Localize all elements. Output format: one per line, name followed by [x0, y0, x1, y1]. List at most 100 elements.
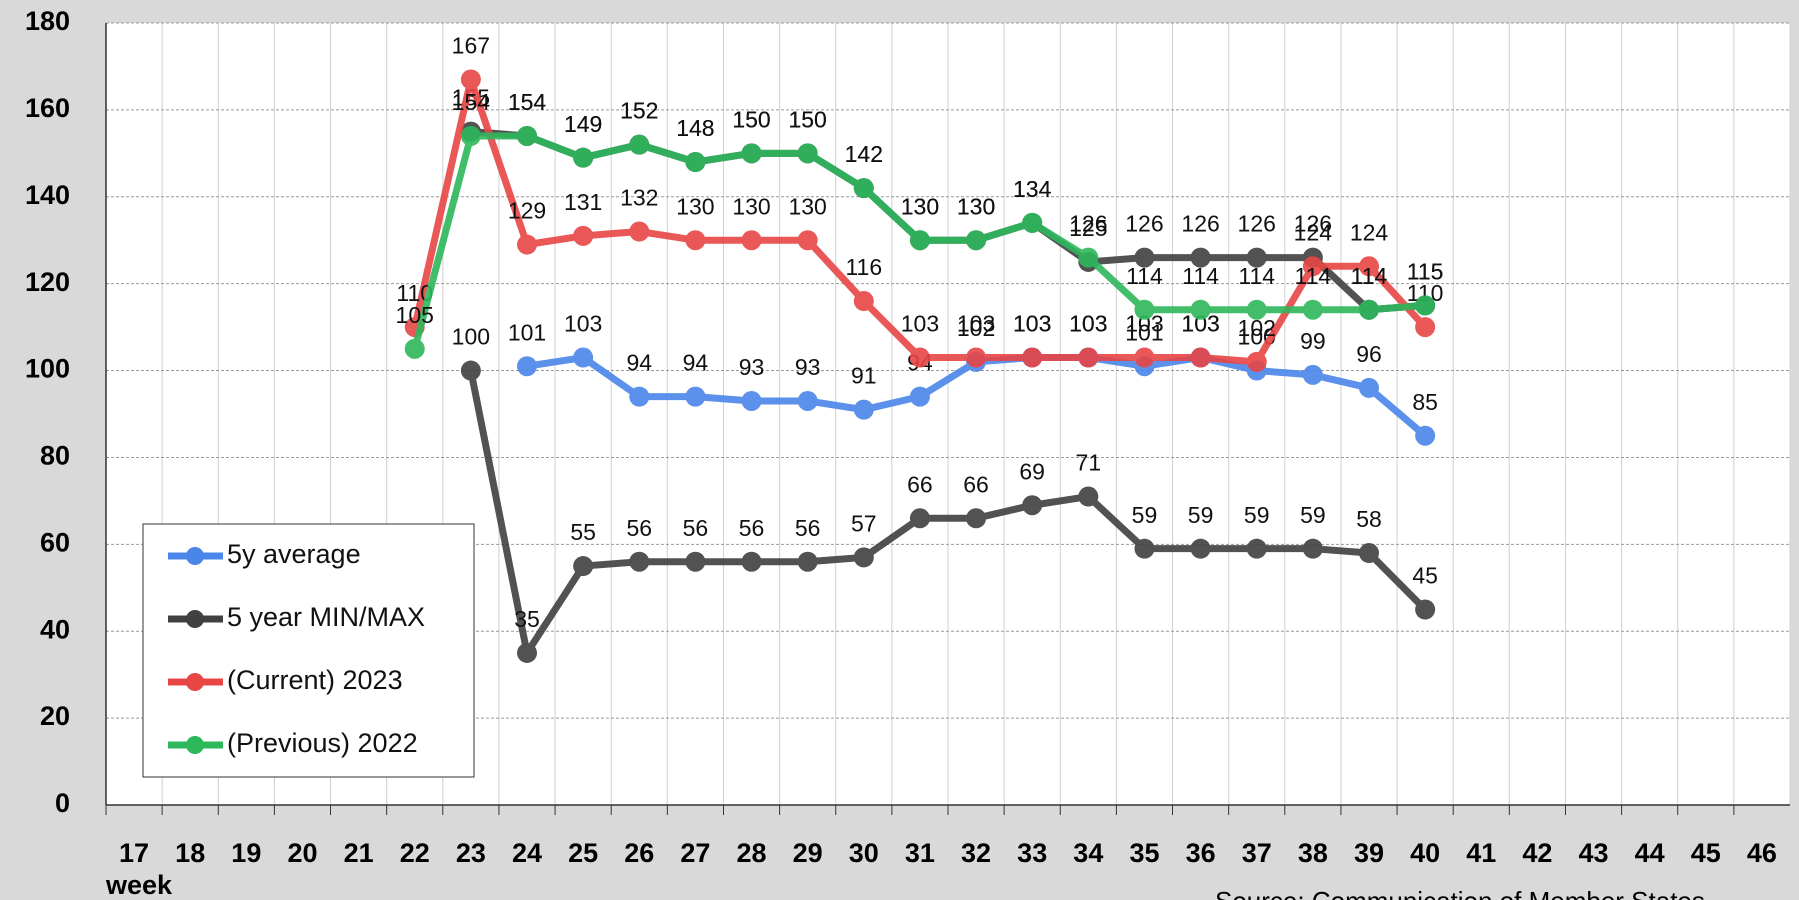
point: [685, 230, 706, 251]
legend-marker: [186, 547, 204, 565]
data-label: 154: [508, 89, 547, 115]
data-label: 59: [1188, 502, 1214, 528]
x-tick-label: 41: [1466, 838, 1496, 868]
y-tick-label: 0: [55, 788, 70, 818]
data-label: 115: [1407, 258, 1444, 284]
data-label: 130: [901, 193, 939, 219]
data-label: 114: [1238, 263, 1275, 289]
point: [1134, 299, 1155, 320]
point: [1359, 543, 1379, 564]
data-label: 126: [1181, 211, 1219, 237]
point: [1022, 495, 1043, 516]
point: [573, 147, 594, 168]
y-tick-label: 120: [25, 267, 70, 297]
legend: [142, 523, 475, 778]
point: [741, 551, 762, 572]
data-label: 149: [564, 111, 602, 137]
point: [1190, 299, 1211, 320]
data-label: 45: [1412, 563, 1438, 589]
data-label: 130: [732, 193, 770, 219]
x-tick-label: 26: [624, 838, 654, 868]
data-label: 103: [1013, 311, 1051, 337]
data-label: 124: [1294, 219, 1333, 245]
y-tick-label: 160: [25, 93, 70, 123]
x-tick-label: 20: [287, 838, 317, 868]
data-label: 55: [570, 519, 596, 545]
x-tick-label: 42: [1522, 838, 1552, 868]
x-tick-label: 29: [793, 838, 823, 868]
data-label: 66: [907, 471, 933, 497]
data-label: 142: [845, 141, 883, 167]
x-tick-label: 43: [1579, 838, 1609, 868]
x-tick-label: 45: [1691, 838, 1721, 868]
point: [1190, 538, 1211, 559]
point: [741, 230, 762, 251]
data-label: 94: [683, 350, 709, 376]
point: [685, 386, 706, 407]
data-label: 96: [1356, 341, 1382, 367]
data-label: 103: [901, 311, 939, 337]
data-label: 101: [1125, 319, 1163, 345]
data-label: 126: [1238, 211, 1276, 237]
point: [1078, 347, 1099, 368]
point: [1246, 351, 1267, 372]
data-label: 102: [957, 315, 995, 341]
point: [573, 347, 594, 368]
data-label: 103: [1013, 311, 1051, 337]
data-label: 114: [1351, 263, 1388, 289]
point: [1134, 347, 1155, 368]
data-label: 57: [851, 510, 877, 536]
data-label: 94: [626, 350, 652, 376]
data-label: 131: [564, 189, 602, 215]
data-label: 103: [1069, 311, 1107, 337]
data-label: 66: [963, 471, 989, 497]
x-tick-label: 18: [175, 838, 205, 868]
point: [797, 551, 818, 572]
legend-marker: [186, 673, 204, 691]
data-label: 58: [1356, 506, 1382, 532]
data-label: 103: [564, 311, 602, 337]
x-tick-label: 34: [1073, 838, 1103, 868]
point: [966, 347, 987, 368]
data-label: 148: [676, 115, 714, 141]
data-label: 85: [1412, 389, 1438, 415]
point: [404, 338, 425, 359]
legend-label: 5 year MIN/MAX: [227, 602, 425, 632]
point: [517, 234, 537, 255]
x-tick-label: 44: [1635, 838, 1665, 868]
legend-label: (Current) 2023: [227, 665, 403, 695]
point: [629, 386, 650, 407]
x-tick-label: 24: [512, 838, 542, 868]
data-label: 130: [901, 193, 939, 219]
point: [853, 399, 874, 420]
x-tick-label: 36: [1186, 838, 1216, 868]
point: [909, 386, 930, 407]
point: [1302, 256, 1323, 277]
x-tick-label: 33: [1017, 838, 1047, 868]
data-label: 134: [1013, 176, 1052, 202]
point: [1190, 347, 1211, 368]
point: [1302, 299, 1323, 320]
data-label: 154: [452, 89, 491, 115]
x-tick-label: 21: [344, 838, 374, 868]
x-tick-label: 19: [231, 838, 261, 868]
point: [517, 125, 537, 146]
data-label: 130: [957, 193, 995, 219]
source: Source: Communication of Member States: [1215, 886, 1705, 900]
x-tick-label: 37: [1242, 838, 1272, 868]
x-tick-label: 22: [400, 838, 430, 868]
data-label: 148: [676, 115, 714, 141]
point: [1359, 256, 1379, 277]
x-tick-label: 23: [456, 838, 486, 868]
point: [573, 225, 594, 246]
data-label: 114: [1126, 263, 1163, 289]
point: [685, 152, 706, 173]
point: [797, 143, 818, 164]
y-tick-label: 140: [25, 180, 70, 210]
point: [1302, 364, 1323, 385]
data-label: 150: [788, 106, 826, 132]
data-label: 126: [1125, 211, 1163, 237]
legend-label: (Previous) 2022: [227, 728, 418, 758]
point: [1246, 299, 1267, 320]
